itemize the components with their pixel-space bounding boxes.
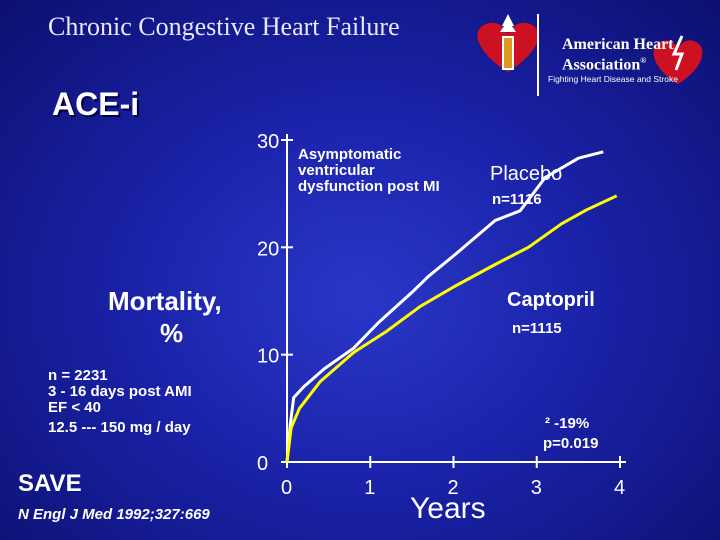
section-heading: ACE-i (52, 86, 140, 122)
aha-tagline: Fighting Heart Disease and Stroke (548, 74, 678, 84)
series-n-placebo: n=1116 (492, 191, 542, 208)
citation: N Engl J Med 1992;327:669 (18, 506, 210, 523)
trial-name: SAVE (18, 470, 82, 497)
study-info-dose: 12.5 --- 150 mg / day (48, 419, 191, 436)
annotation-line1: Asymptomatic (298, 146, 401, 163)
series-n-captopril: n=1115 (512, 320, 562, 337)
study-info-n: n = 2231 (48, 367, 108, 384)
series-line-captopril (285, 194, 618, 463)
x-tick-label: 0 (281, 477, 292, 499)
result-reduction: ² -19% (545, 415, 589, 432)
slide-title: Chronic Congestive Heart Failure (48, 12, 400, 41)
aha-name-line1: American Heart (562, 36, 674, 53)
y-tick-label: 30 (257, 131, 279, 153)
x-tick-label: 2 (448, 477, 459, 499)
y-tick-label: 0 (257, 453, 268, 475)
annotation-line3: dysfunction post MI (298, 178, 440, 195)
aha-name-line2: Association® (562, 56, 646, 74)
y-axis-label-line2: % (160, 318, 184, 348)
aha-name-line2-text: Association (562, 56, 641, 74)
series-label-captopril: Captopril (507, 289, 595, 311)
x-axis-title: Years (410, 492, 486, 525)
aha-logo (477, 14, 703, 96)
annotation-line2: ventricular (298, 162, 375, 179)
heart-torch-icon (477, 14, 539, 73)
series-line-placebo (285, 150, 604, 463)
study-info-timing: 3 - 16 days post AMI (48, 383, 192, 400)
registered-mark: ® (640, 56, 647, 65)
x-tick-label: 3 (531, 477, 542, 499)
aha-heart-icon (653, 35, 703, 84)
x-tick-label: 4 (614, 477, 625, 499)
y-axis-label-line1: Mortality, (108, 286, 222, 316)
series-label-placebo: Placebo (490, 163, 562, 185)
study-info-ef: EF < 40 (48, 399, 101, 416)
y-tick-label: 10 (257, 346, 279, 368)
x-tick-label: 1 (364, 477, 375, 499)
result-pvalue: p=0.019 (543, 435, 598, 452)
y-tick-label: 20 (257, 238, 279, 260)
